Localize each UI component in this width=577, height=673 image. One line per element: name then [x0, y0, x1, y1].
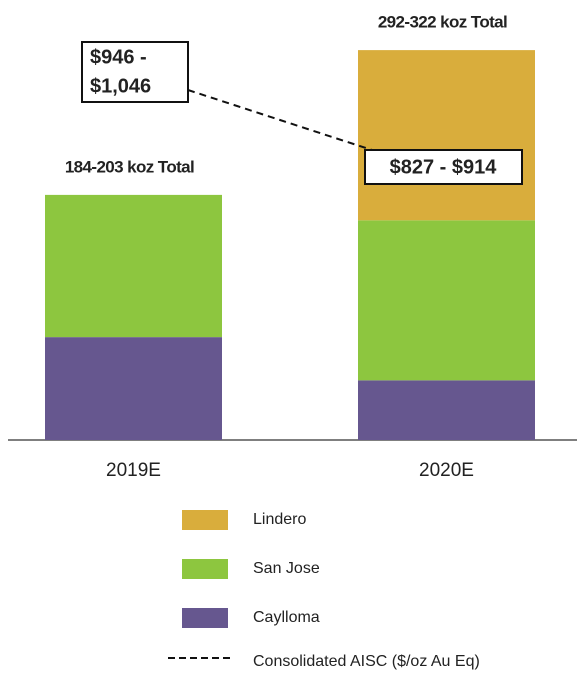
legend-label: Lindero	[253, 511, 306, 528]
bar-segment	[358, 380, 535, 440]
aisc-line	[187, 89, 373, 151]
legend-swatch	[182, 559, 228, 579]
legend-label: San Jose	[253, 560, 320, 577]
aisc-label: $827 - $914	[390, 156, 498, 178]
legend-swatch	[182, 608, 228, 628]
x-tick-label: 2020E	[419, 460, 474, 481]
total-label: 184-203 koz Total	[65, 157, 194, 176]
bar-segment	[45, 194, 222, 338]
bar-segment	[45, 337, 222, 440]
legend-swatch	[182, 510, 228, 530]
aisc-label: $946 -	[90, 46, 147, 68]
x-tick-label: 2019E	[106, 460, 161, 481]
aisc-box	[81, 41, 189, 103]
aisc-box	[364, 149, 523, 185]
bar-segment	[358, 220, 535, 381]
bar-segment	[358, 50, 535, 221]
legend-label: Caylloma	[253, 609, 320, 626]
total-label: 292-322 koz Total	[378, 13, 507, 32]
aisc-label: $1,046	[90, 75, 151, 97]
legend-label: Consolidated AISC ($/oz Au Eq)	[253, 653, 480, 670]
